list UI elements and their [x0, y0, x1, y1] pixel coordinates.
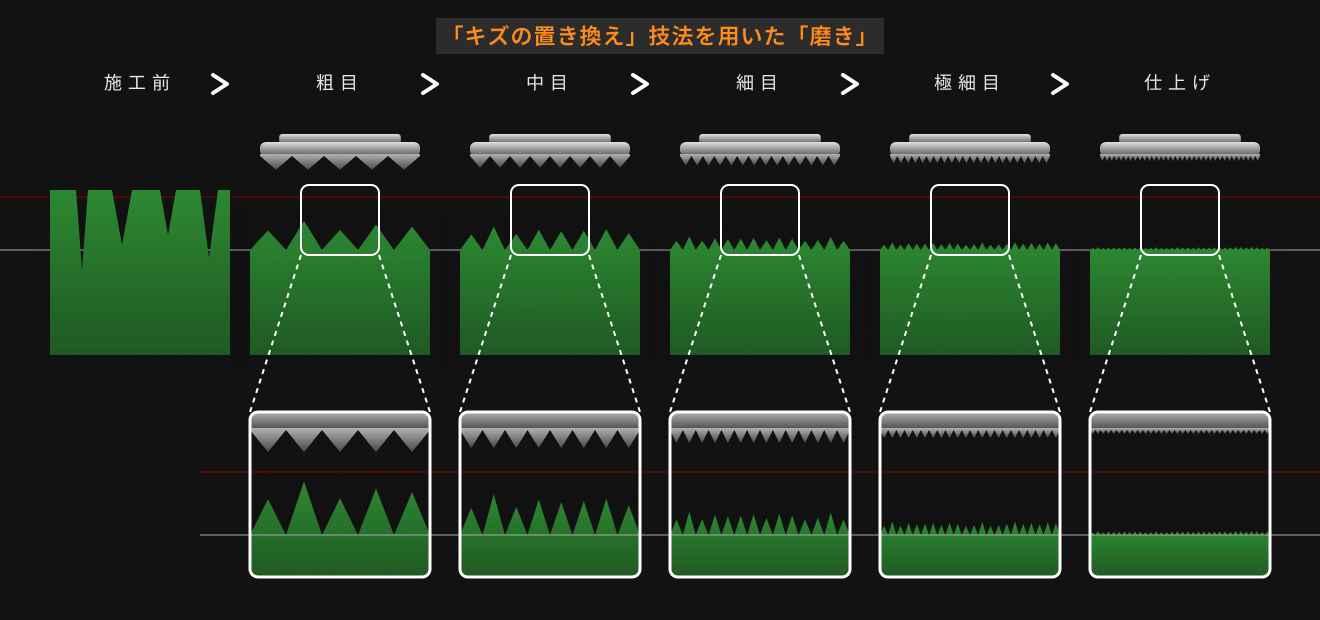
stage-panel [250, 134, 430, 355]
zoom-paint-surface [1090, 531, 1270, 577]
zoom-panel [250, 412, 430, 577]
paint-surface [880, 242, 1060, 355]
stage-label: 仕上げ [1144, 69, 1216, 95]
paint-surface [50, 190, 230, 355]
paint-surface [1090, 247, 1270, 355]
stage-label: 施工前 [104, 69, 176, 95]
tool-plate [470, 142, 630, 156]
stage-panel [50, 190, 230, 355]
tool-plate [1100, 142, 1260, 156]
stage-label: 極細目 [934, 69, 1006, 95]
zoom-panel [1090, 412, 1270, 577]
paint-surface [250, 221, 430, 355]
diagram-title: 「キズの置き換え」技法を用いた「磨き」 [441, 19, 878, 51]
zoom-panel [670, 412, 850, 577]
tool-plate [260, 142, 420, 156]
tool-plate [890, 142, 1050, 156]
stage-label: 中目 [526, 69, 574, 95]
stage-label: 粗目 [316, 69, 364, 95]
zoom-panel [460, 412, 640, 577]
tool-plate [680, 142, 840, 156]
stage-label: 細目 [736, 69, 784, 95]
zoom-panel [880, 412, 1060, 577]
